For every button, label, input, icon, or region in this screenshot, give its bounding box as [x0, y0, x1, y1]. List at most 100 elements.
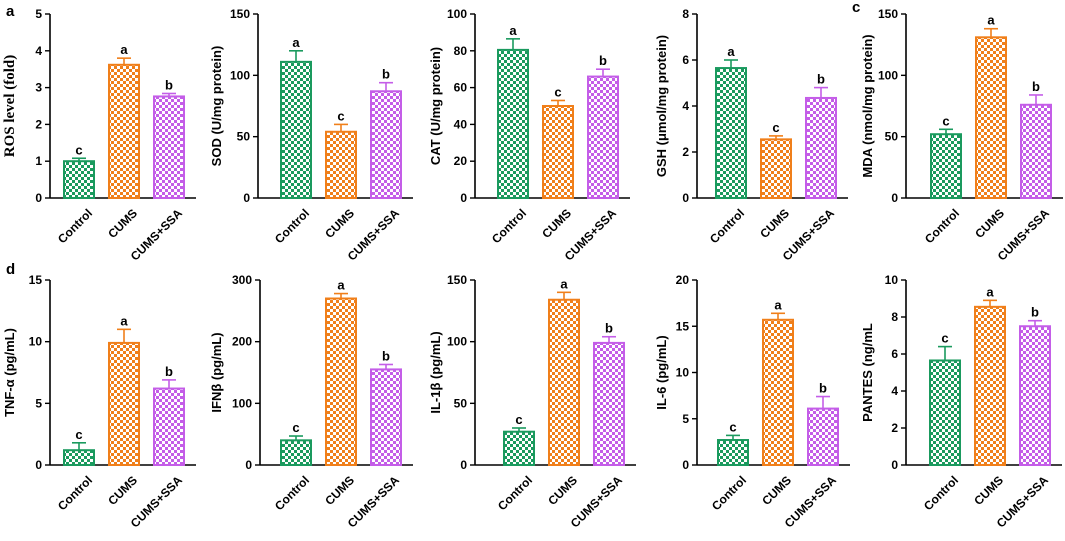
significance-letter: c: [554, 84, 561, 99]
significance-letter: b: [382, 67, 390, 82]
significance-letter: b: [1032, 79, 1040, 94]
x-tick-label: Control: [489, 206, 529, 246]
bar-cums-plus-ssa: [1020, 103, 1052, 199]
bar-control: [280, 60, 312, 200]
bar-cums: [975, 36, 1007, 199]
bar-cums: [325, 130, 357, 199]
y-axis-label: IL-1β (pg/mL): [428, 331, 443, 413]
y-tick-label: 4: [682, 99, 689, 113]
y-tick-label: 100: [447, 335, 467, 349]
y-tick-label: 100: [230, 68, 250, 82]
y-tick-label: 8: [682, 7, 689, 21]
x-tick-label: CUMS: [539, 206, 574, 241]
bar-cums: [762, 318, 794, 466]
significance-letter: a: [509, 23, 517, 38]
y-tick-label: 0: [243, 191, 250, 205]
y-tick-label: 100: [447, 7, 467, 21]
bar-control: [930, 133, 962, 199]
chart-panel-2: 0 50 100 150 SOD (U/mg protein) a Control c CUMS…: [209, 7, 413, 263]
y-axis-label: TNF-α (pg/mL): [2, 328, 17, 417]
bar-control: [280, 439, 312, 467]
x-tick-label: Control: [55, 473, 95, 513]
bar-control: [63, 160, 95, 199]
y-tick-label: 0: [460, 458, 467, 472]
y-tick-label: 20: [454, 154, 468, 168]
x-tick-label: Control: [707, 206, 747, 246]
significance-letter: c: [729, 419, 736, 434]
x-tick-label: CUMS: [971, 473, 1006, 508]
significance-letter: a: [987, 13, 995, 28]
x-tick-label: CUMS: [322, 473, 357, 508]
bar-cums-plus-ssa: [805, 96, 837, 199]
y-tick-label: 0: [891, 458, 898, 472]
bar-cums-plus-ssa: [1019, 325, 1051, 466]
y-tick-label: 2: [891, 421, 898, 435]
chart-panel-4: 0 2 4 6 8 GSH (μmol/mg protein) a Control c CUMS b…: [654, 7, 848, 263]
y-tick-label: 50: [885, 130, 899, 144]
significance-letter: a: [986, 284, 994, 299]
x-tick-label: CUMS: [105, 206, 140, 241]
bar-cums-plus-ssa: [593, 341, 625, 466]
x-tick-label: Control: [922, 206, 962, 246]
y-tick-label: 10: [676, 366, 690, 380]
x-tick-label: CUMS: [545, 473, 580, 508]
y-tick-label: 4: [35, 44, 42, 58]
y-tick-label: 2: [35, 117, 42, 131]
significance-letter: a: [337, 278, 345, 293]
x-tick-label: CUMS: [105, 473, 140, 508]
x-tick-label: CUMS: [972, 206, 1007, 241]
y-axis-label: PANTES (ng/mL: [860, 323, 875, 422]
significance-letter: a: [292, 35, 300, 50]
bar-control: [717, 439, 749, 466]
bar-cums: [974, 305, 1006, 467]
y-tick-label: 8: [891, 310, 898, 324]
y-axis-label: MDA (nmol/mg protein): [860, 34, 875, 177]
bar-control: [503, 430, 535, 467]
bar-cums-plus-ssa: [370, 90, 402, 199]
y-axis-label: ROS level (fold): [2, 55, 18, 158]
y-tick-label: 0: [891, 191, 898, 205]
y-tick-label: 10: [885, 273, 899, 287]
x-tick-label: Control: [272, 473, 312, 513]
y-tick-label: 5: [35, 396, 42, 410]
significance-letter: b: [817, 72, 825, 87]
x-tick-label: CUMS: [322, 206, 357, 241]
y-tick-label: 150: [878, 7, 898, 21]
y-tick-label: 80: [454, 44, 468, 58]
y-tick-label: 0: [35, 191, 42, 205]
y-tick-label: 0: [245, 458, 252, 472]
significance-letter: b: [605, 321, 613, 336]
y-tick-label: 2: [682, 145, 689, 159]
significance-letter: b: [1031, 305, 1039, 320]
y-tick-label: 20: [676, 273, 690, 287]
y-tick-label: 1: [35, 154, 42, 168]
bar-cums: [325, 297, 357, 466]
panel-letter: a: [6, 3, 15, 20]
y-axis-label: SOD (U/mg protein): [209, 46, 224, 167]
significance-letter: c: [75, 142, 82, 157]
y-tick-label: 150: [447, 273, 467, 287]
significance-letter: a: [120, 42, 128, 57]
y-tick-label: 0: [682, 458, 689, 472]
y-tick-label: 100: [878, 68, 898, 82]
y-tick-label: 50: [454, 396, 468, 410]
y-tick-label: 4: [891, 384, 898, 398]
y-axis-label: GSH (μmol/mg protein): [654, 35, 669, 177]
x-tick-label: Control: [272, 206, 312, 246]
bar-cums-plus-ssa: [587, 75, 619, 199]
x-tick-label: CUMS: [757, 206, 792, 241]
x-tick-label: Control: [55, 206, 95, 246]
significance-letter: c: [941, 331, 948, 346]
bar-cums-plus-ssa: [153, 387, 185, 466]
bar-cums-plus-ssa: [370, 368, 402, 466]
bar-control: [929, 359, 961, 467]
y-tick-label: 10: [29, 335, 43, 349]
bar-cums: [108, 341, 140, 466]
significance-letter: b: [382, 348, 390, 363]
y-axis-label: IL-6 (pg/mL): [654, 335, 669, 409]
y-axis-label: CAT (U/mg protein): [428, 47, 443, 165]
chart-panel-3: 0 20 40 60 80 100 CAT (U/mg protein) a Control c C…: [428, 7, 630, 263]
y-tick-label: 200: [232, 335, 252, 349]
